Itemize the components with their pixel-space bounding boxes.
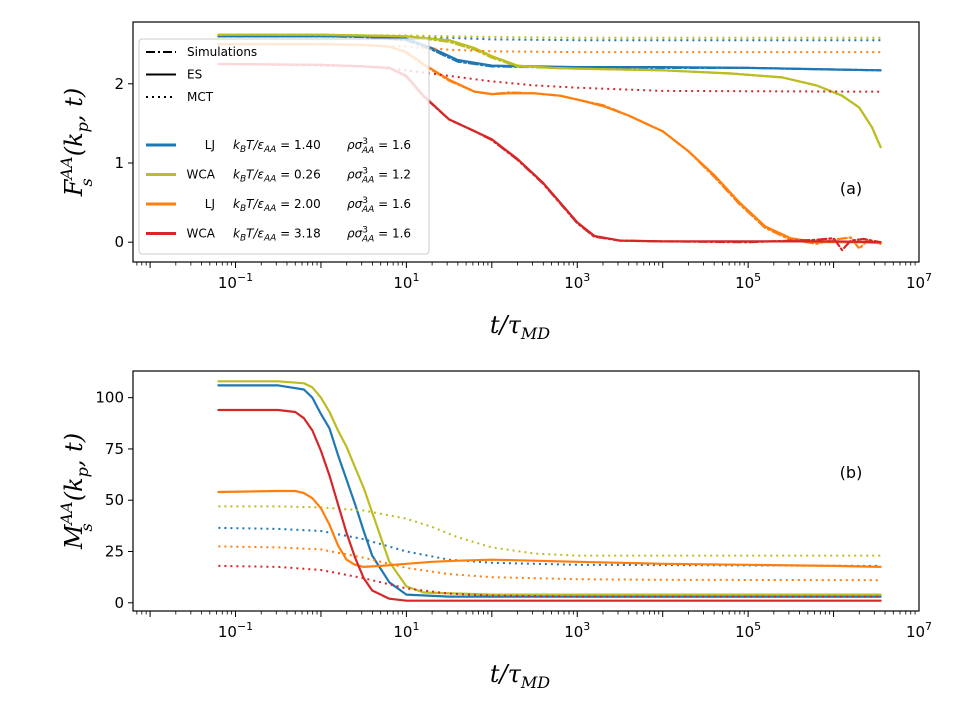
legend-system-density: ρσ3 AA = 1.2 [347,167,411,186]
panel-b-y-label-sub: s [77,523,96,531]
x-tick-label: 10−1 [218,620,253,641]
panel-b-y-label-args-end: , t) [60,433,88,467]
legend-style-entries: Simulations ES MCT [146,45,257,104]
legend-system-density: ρσ3 AA = 1.6 [347,137,411,156]
panel-b-y-label-args-sub: p [73,467,92,477]
series-line-b-5 [218,545,881,582]
panel-a-y-label-args-end: , t) [60,88,88,122]
panel-b-frame [132,370,920,612]
legend-system-density: ρσ3 AA = 1.6 [347,226,411,245]
series-line-b-2 [217,380,882,596]
panel-a-x-label-sub: MD [520,324,550,343]
legend-system-temperature: kBT/εAA = 0.26 [233,168,321,185]
y-tick-label: 25 [105,543,124,561]
panel-a-x-label: t/τMD [490,311,550,343]
series-line-b-6 [217,408,882,602]
legend-style-label: ES [187,68,202,82]
series-line-a-4 [217,33,882,149]
panel-a-y-label-sup: AA [57,156,76,181]
panel-b-y-label-main: M [60,523,88,550]
y-tick-label: 2 [114,75,124,93]
panel-a-y-ticks: 0 1 2 [114,75,133,251]
panel-a-y-label-main: F [60,178,88,197]
legend-system-temperature: kBT/εAA = 3.18 [233,227,321,244]
panel-b-x-label-main: t/τ [490,660,522,688]
legend-system-temperature: kBT/εAA = 2.00 [233,197,321,214]
y-tick-label: 100 [95,389,124,407]
panel-b-y-label-sup: AA [57,501,76,526]
legend-system-model: LJ [205,197,215,211]
legend-style-label: MCT [187,90,214,104]
x-tick-label: 103 [564,620,590,641]
panel-a-y-label-args-sub: p [73,122,92,132]
panel-b-y-label: MAAs (kp, t) [57,433,96,550]
panel-a: 10−1 101 103 105 107 0 1 2 (a) Simulations ES MC… [57,21,932,343]
series-line-b-0 [217,384,882,598]
y-tick-label: 50 [105,491,124,509]
legend-style-label: Simulations [187,45,257,59]
legend-box [138,38,430,255]
panel-b-series [217,380,882,602]
panel-a-y-label-args: (k [60,132,88,156]
panel-b-y-label-args: (k [60,477,88,501]
panel-b: 10−1 101 103 105 107 0 25 50 75 100 (b) MAAs (kp,… [57,370,932,692]
legend-system-temperature: kBT/εAA = 1.40 [233,138,321,155]
x-tick-label: 101 [393,271,419,292]
series-line-b-3 [218,505,881,557]
legend-system-model: LJ [205,138,215,152]
y-tick-label: 0 [114,233,124,251]
series-line-b-4 [217,489,882,568]
legend: Simulations ES MCT LJ kBT/εAA = 1.40 ρσ3 AA =… [138,38,430,255]
panel-b-x-label: t/τMD [490,660,550,692]
legend-system-model: WCA [187,227,216,241]
svg-text:MAAs(kp, t): MAAs (kp, t) [57,433,96,550]
panel-a-x-label-main: t/τ [490,311,522,339]
legend-system-entries: LJ kBT/εAA = 1.40 ρσ3 AA = 1.6 WCA kBT/εAA = … [146,137,411,245]
panel-a-label: (a) [840,179,862,198]
y-tick-label: 1 [114,154,124,172]
y-tick-label: 0 [114,594,124,612]
x-tick-label: 107 [906,620,932,641]
panel-a-y-label-sub: s [77,178,96,186]
svg-text:FAAs(kp, t): FAAs (kp, t) [57,88,96,197]
x-tick-label: 101 [393,620,419,641]
panel-b-label: (b) [840,463,863,482]
x-tick-label: 105 [735,271,761,292]
panel-b-x-label-sub: MD [520,673,550,692]
legend-system-density: ρσ3 AA = 1.6 [347,196,411,215]
x-tick-label: 103 [564,271,590,292]
legend-system-model: WCA [187,168,216,182]
x-tick-label: 10−1 [218,271,253,292]
panel-a-x-ticks: 10−1 101 103 105 107 [136,262,932,292]
panel-b-x-ticks: 10−1 101 103 105 107 [136,611,932,641]
panel-b-y-ticks: 0 25 50 75 100 [95,389,133,612]
x-tick-label: 107 [906,271,932,292]
panel-a-y-label: FAAs (kp, t) [57,88,96,197]
panel-a-frame [132,21,920,263]
series-line-b-7 [218,564,881,598]
x-tick-label: 105 [735,620,761,641]
y-tick-label: 75 [105,440,124,458]
